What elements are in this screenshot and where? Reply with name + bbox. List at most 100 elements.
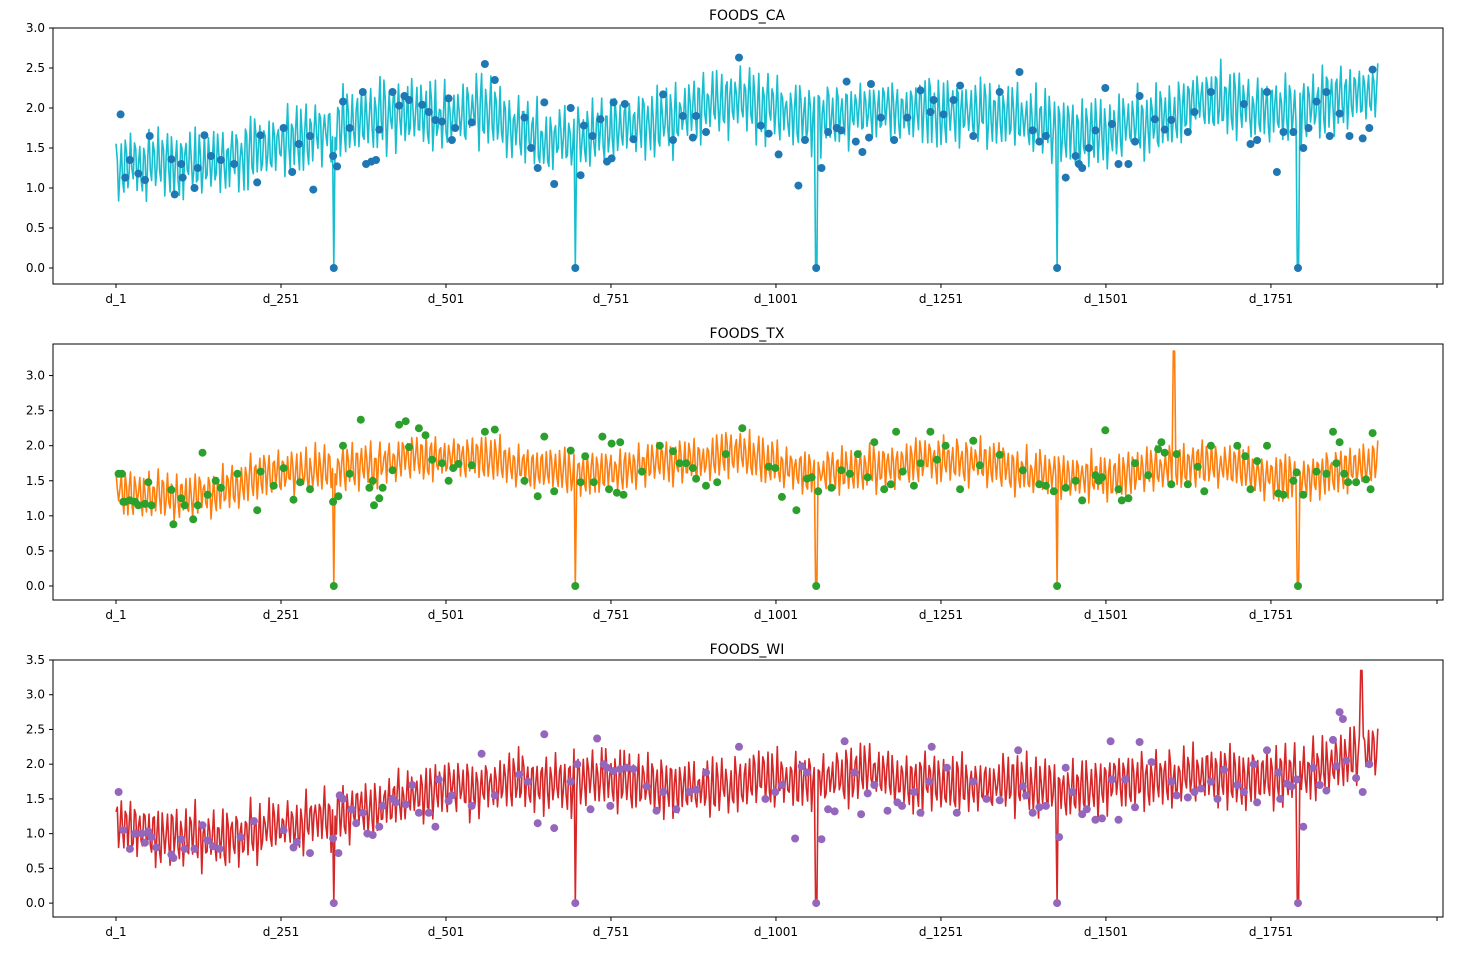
- data-point-marker: [675, 459, 684, 468]
- data-point-marker: [814, 487, 823, 496]
- data-point-marker: [1335, 438, 1344, 447]
- data-point-marker: [137, 829, 146, 838]
- data-point-marker: [294, 140, 303, 148]
- data-point-marker: [1157, 438, 1166, 447]
- data-point-marker: [356, 415, 365, 424]
- data-point-marker: [372, 156, 380, 164]
- x-tick-label: d_251: [263, 608, 300, 622]
- data-point-marker: [1358, 134, 1367, 143]
- data-point-marker: [791, 834, 800, 843]
- data-point-marker: [1018, 466, 1027, 475]
- data-point-marker: [424, 808, 433, 817]
- data-point-marker: [682, 459, 691, 468]
- data-point-marker: [863, 789, 872, 798]
- data-point-marker: [1200, 487, 1209, 496]
- data-point-marker: [1041, 481, 1050, 490]
- y-tick-label: 2.5: [26, 404, 45, 418]
- data-point-marker: [306, 485, 314, 494]
- data-point-marker: [1294, 264, 1302, 272]
- data-point-marker: [1121, 775, 1130, 784]
- data-point-marker: [152, 843, 161, 852]
- data-point-marker: [606, 801, 615, 810]
- data-point-marker: [1340, 469, 1349, 478]
- data-point-marker: [438, 459, 446, 468]
- data-point-marker: [540, 98, 549, 107]
- data-point-marker: [1084, 144, 1093, 152]
- data-point-marker: [672, 805, 681, 814]
- data-point-marker: [1368, 429, 1377, 438]
- data-point-marker: [309, 185, 318, 194]
- chart-title: FOODS_TX: [710, 326, 785, 342]
- data-point-marker: [1239, 788, 1248, 796]
- data-point-marker: [1147, 758, 1156, 767]
- data-point-marker: [117, 469, 126, 478]
- data-point-marker: [1358, 788, 1367, 796]
- data-point-marker: [1061, 483, 1070, 492]
- data-point-marker: [1154, 445, 1163, 454]
- data-point-marker: [388, 466, 397, 475]
- data-point-marker: [480, 60, 489, 68]
- data-point-marker: [306, 132, 314, 140]
- data-point-marker: [378, 483, 387, 492]
- data-point-marker: [1014, 746, 1023, 755]
- data-point-marker: [812, 264, 821, 272]
- data-point-marker: [886, 480, 895, 489]
- data-point-marker: [1035, 803, 1044, 812]
- data-point-marker: [956, 81, 965, 90]
- y-tick-label: 0.0: [26, 896, 45, 910]
- data-point-marker: [1206, 441, 1215, 450]
- data-point-marker: [1338, 715, 1347, 723]
- data-point-marker: [418, 100, 427, 109]
- data-point-marker: [576, 171, 585, 180]
- data-point-marker: [566, 446, 575, 455]
- data-point-marker: [1335, 708, 1344, 717]
- data-point-marker: [652, 806, 661, 815]
- data-point-marker: [1332, 459, 1341, 468]
- data-point-marker: [1241, 452, 1250, 461]
- data-point-marker: [892, 427, 901, 436]
- data-point-marker: [609, 767, 618, 776]
- data-point-marker: [605, 485, 613, 494]
- data-point-marker: [540, 730, 549, 739]
- data-point-marker: [588, 132, 597, 140]
- data-point-marker: [939, 110, 948, 119]
- data-point-marker: [1294, 582, 1302, 590]
- data-point-marker: [916, 86, 925, 95]
- data-point-marker: [721, 450, 730, 459]
- data-point-marker: [612, 488, 621, 497]
- data-point-marker: [177, 494, 186, 503]
- data-point-marker: [925, 777, 934, 786]
- data-point-marker: [858, 148, 867, 156]
- data-point-marker: [230, 160, 239, 168]
- data-point-marker: [333, 162, 342, 171]
- data-point-marker: [490, 791, 499, 800]
- data-point-marker: [1082, 805, 1091, 814]
- data-point-marker: [1263, 88, 1271, 96]
- data-point-marker: [713, 478, 722, 487]
- data-point-marker: [566, 777, 575, 786]
- data-point-marker: [619, 490, 628, 499]
- data-point-marker: [890, 136, 899, 144]
- data-point-marker: [256, 467, 265, 476]
- data-point-marker: [1068, 788, 1077, 796]
- data-point-marker: [1329, 427, 1337, 436]
- data-point-marker: [933, 455, 941, 464]
- data-point-marker: [334, 492, 343, 501]
- data-point-marker: [566, 104, 575, 112]
- data-point-marker: [444, 476, 453, 485]
- x-axis: d_1 d_251 d_501 d_751 d_1001 d_1251 d_1501 d_17…: [105, 600, 1438, 622]
- data-point-marker: [1160, 125, 1169, 134]
- data-point-marker: [1253, 457, 1262, 466]
- data-point-marker: [533, 164, 542, 172]
- y-tick-label: 0.5: [26, 221, 45, 235]
- data-point-marker: [368, 831, 377, 839]
- data-point-marker: [702, 768, 710, 777]
- data-point-marker: [395, 420, 404, 429]
- data-point-marker: [1078, 496, 1087, 505]
- data-point-marker: [916, 459, 925, 468]
- data-point-marker: [177, 835, 186, 844]
- data-point-marker: [929, 96, 938, 104]
- data-point-marker: [1183, 793, 1192, 802]
- data-point-marker: [812, 582, 821, 590]
- data-point-marker: [1312, 97, 1321, 106]
